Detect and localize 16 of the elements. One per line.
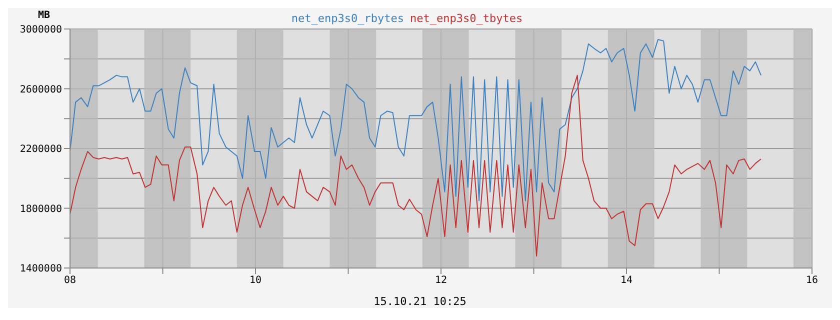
y-tick-label: 3000000 — [20, 24, 62, 36]
y-tick-label: 2600000 — [20, 84, 62, 96]
line-series — [70, 74, 762, 257]
x-tick-label: 10 — [249, 275, 262, 286]
x-tick-label: 14 — [620, 275, 633, 286]
y-tick-label: 2200000 — [20, 144, 62, 156]
y-tick-label: 1800000 — [20, 204, 62, 215]
x-tick-label: 16 — [806, 275, 818, 286]
x-tick-label: 08 — [64, 275, 76, 286]
y-axis-title: MB — [38, 10, 50, 21]
text: net_enp3s0_tbytes — [410, 12, 523, 25]
line-series — [70, 38, 762, 202]
x-tick-label: 12 — [434, 275, 448, 286]
y-tick-label: 1400000 — [20, 264, 62, 275]
text: 15.10.21 10:25 — [372, 295, 468, 308]
text: net_enp3s0_rbytes — [291, 12, 404, 25]
